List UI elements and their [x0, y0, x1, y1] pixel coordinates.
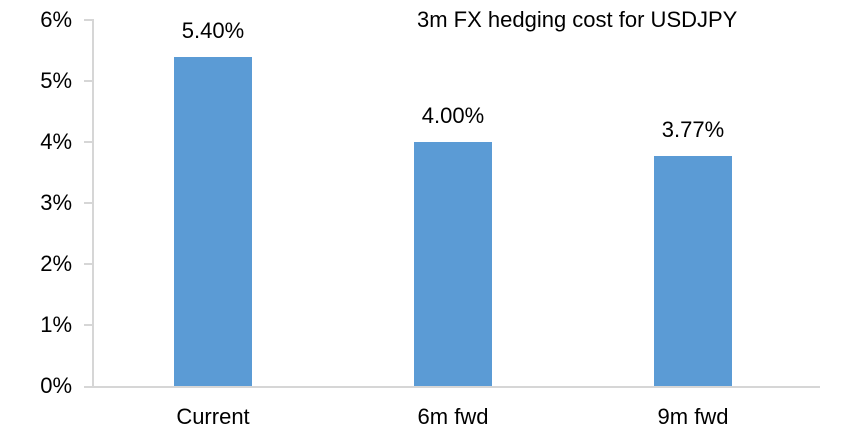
y-axis-tick-label: 2%: [40, 251, 72, 276]
y-axis-tick: [84, 202, 92, 204]
x-axis-line: [84, 386, 820, 388]
y-axis-tick: [84, 324, 92, 326]
bar-value-label: 3.77%: [661, 117, 725, 142]
y-axis-tick: [84, 80, 92, 82]
y-axis-tick-label: 6%: [40, 7, 72, 32]
y-axis-tick: [84, 19, 92, 21]
x-axis-category-label: Current: [176, 404, 250, 429]
bar-9m-fwd: [654, 156, 732, 386]
chart-title: 3m FX hedging cost for USDJPY: [417, 7, 738, 32]
y-axis-tick-label: 1%: [40, 312, 72, 337]
x-axis-category-label: 6m fwd: [417, 404, 489, 429]
y-axis-tick-label: 5%: [40, 68, 72, 93]
bar-current: [174, 57, 252, 386]
bar-value-label: 4.00%: [421, 103, 485, 128]
bar-6m-fwd: [414, 142, 492, 386]
x-axis-category-label: 9m fwd: [657, 404, 729, 429]
y-axis-tick-label: 0%: [40, 373, 72, 398]
bar-value-label: 5.40%: [181, 18, 245, 43]
y-axis-tick-label: 4%: [40, 129, 72, 154]
y-axis-line: [92, 19, 94, 387]
y-axis-tick-label: 3%: [40, 190, 72, 215]
y-axis-tick: [84, 141, 92, 143]
y-axis-tick: [84, 263, 92, 265]
